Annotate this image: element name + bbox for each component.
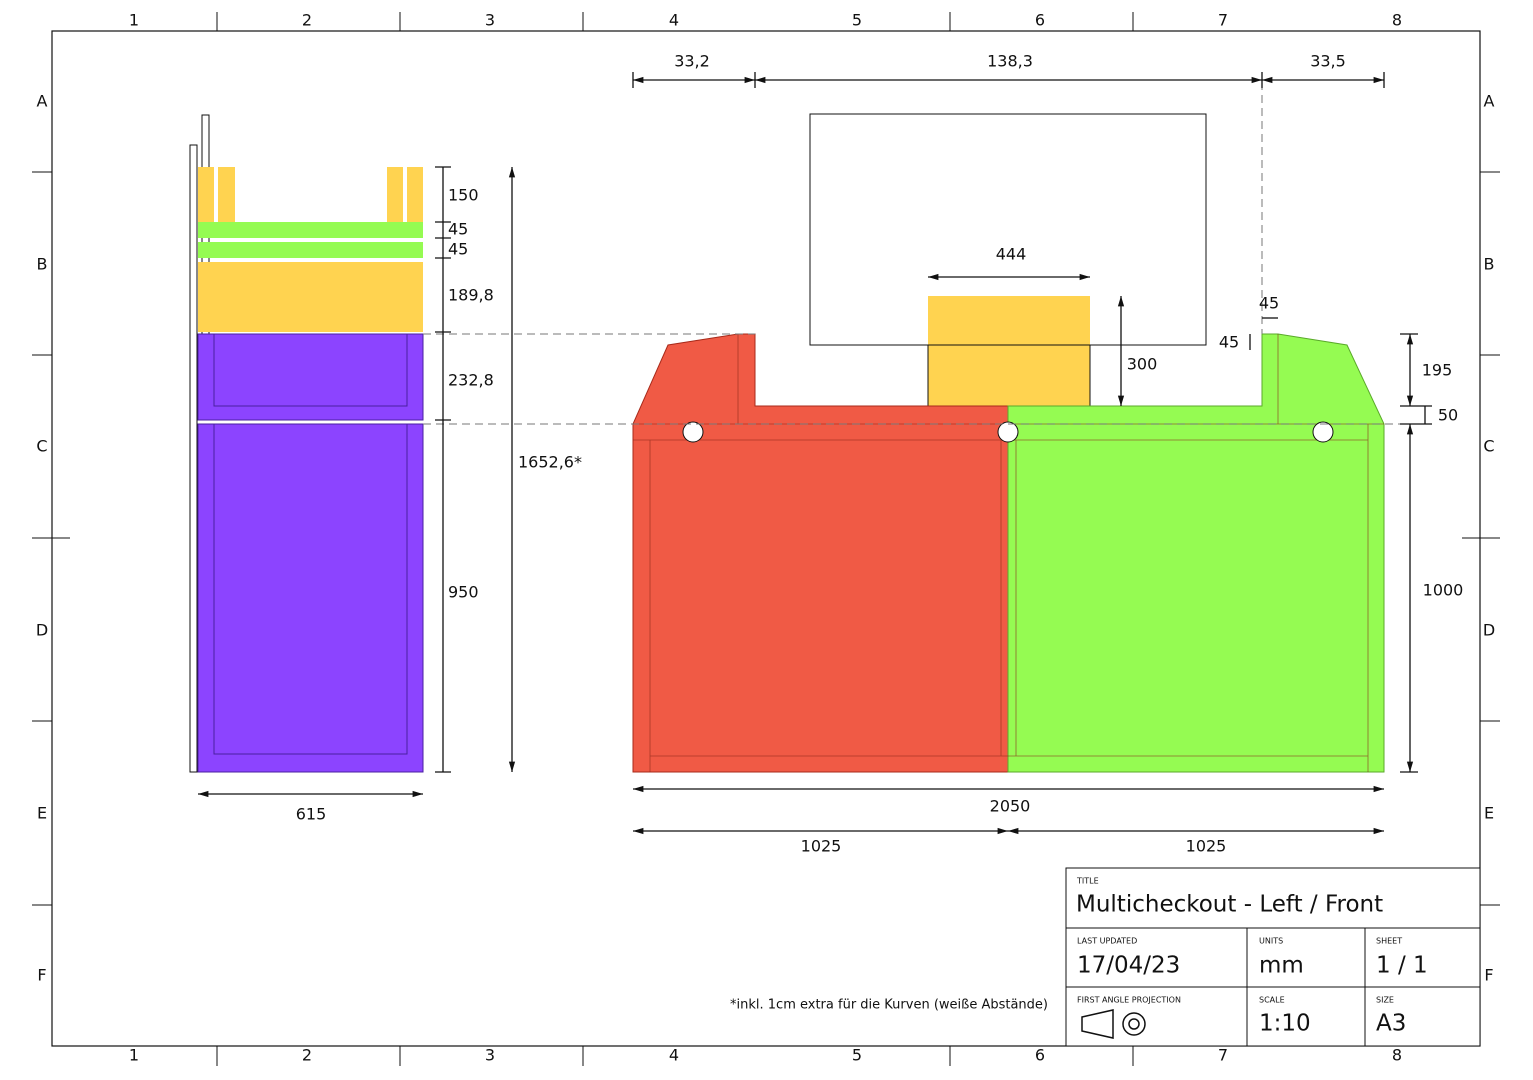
row-label: B — [37, 255, 48, 274]
side-view — [189, 114, 424, 773]
dim-label: 1025 — [801, 837, 842, 856]
box — [927, 344, 1091, 407]
row-label: E — [1484, 804, 1494, 823]
field-value: 17/04/23 — [1077, 953, 1180, 979]
dim-label: 33,2 — [674, 52, 710, 71]
hole — [1312, 421, 1334, 443]
field-label: SCALE — [1259, 996, 1285, 1005]
shelf — [198, 242, 423, 258]
field-label: TITLE — [1076, 877, 1099, 886]
block — [198, 262, 423, 332]
cabinet — [197, 333, 424, 421]
dim-label: 195 — [1422, 361, 1453, 380]
dimension-lines — [198, 72, 1432, 835]
dim-label: 33,5 — [1310, 52, 1346, 71]
dim-label: 138,3 — [987, 52, 1033, 71]
row-label: C — [1483, 437, 1494, 456]
footnote: *inkl. 1cm extra für die Kurven (weiße A… — [730, 998, 1048, 1013]
dim-label: 615 — [296, 805, 327, 824]
projection-icon — [1128, 1018, 1140, 1030]
dim-label: 1000 — [1423, 581, 1464, 600]
column-label: 4 — [669, 11, 679, 30]
dim-label: 444 — [996, 245, 1027, 264]
field-label: UNITS — [1259, 937, 1283, 946]
row-label: A — [1484, 92, 1495, 111]
title-block: TITLE Multicheckout - Left / Front LAST … — [1065, 867, 1481, 1047]
post — [407, 167, 423, 222]
dim-label: 45 — [1219, 333, 1239, 352]
column-label: 5 — [852, 1046, 862, 1065]
cabinet-frame — [213, 423, 408, 755]
dim-label: 45 — [1259, 294, 1279, 313]
title: Multicheckout - Left / Front — [1076, 892, 1383, 918]
dim-chain — [435, 166, 451, 773]
dim-label: 189,8 — [448, 286, 494, 305]
column-label: 4 — [669, 1046, 679, 1065]
cabinet-frame — [213, 333, 408, 407]
field-label: SHEET — [1376, 937, 1402, 946]
cabinet — [197, 423, 424, 773]
field-value: 1:10 — [1259, 1011, 1311, 1037]
left-unit — [632, 333, 1009, 773]
shelf — [198, 222, 423, 238]
field-value: A3 — [1376, 1011, 1406, 1037]
column-label: 8 — [1392, 11, 1402, 30]
row-label: B — [1484, 255, 1495, 274]
field-label: LAST UPDATED — [1077, 937, 1137, 946]
hole — [997, 421, 1019, 443]
panel-strip — [189, 144, 198, 773]
dim-label: 1652,6* — [518, 453, 582, 472]
dimension-labels: 150 45 45 189,8 232,8 950 1652,6* 615 33… — [296, 52, 1464, 1013]
column-label: 2 — [302, 11, 312, 30]
post — [387, 167, 403, 222]
column-label: 8 — [1392, 1046, 1402, 1065]
field-label: SIZE — [1376, 996, 1394, 1005]
dim-label: 45 — [448, 220, 468, 239]
projection-icon — [1122, 1012, 1146, 1036]
dim-label: 2050 — [990, 797, 1031, 816]
post — [218, 167, 235, 222]
column-label: 6 — [1035, 11, 1045, 30]
dim-label: 300 — [1127, 355, 1158, 374]
post — [198, 167, 214, 222]
box — [928, 296, 1090, 345]
dim-label: 45 — [448, 240, 468, 259]
hole — [682, 421, 704, 443]
title-block-frame — [1065, 867, 1481, 1047]
column-label: 7 — [1218, 11, 1228, 30]
dim-label: 150 — [448, 186, 479, 205]
row-label: C — [36, 437, 47, 456]
row-label: E — [37, 804, 47, 823]
row-label: D — [1483, 621, 1495, 640]
row-label: F — [1484, 966, 1493, 985]
row-label: F — [37, 966, 46, 985]
column-label: 1 — [129, 11, 139, 30]
helper-lines — [423, 82, 1400, 425]
dim-label: 50 — [1438, 406, 1458, 425]
right-unit — [1007, 333, 1385, 773]
dim-label: 950 — [448, 583, 479, 602]
dim-label: 1025 — [1186, 837, 1227, 856]
column-label: 7 — [1218, 1046, 1228, 1065]
column-label: 3 — [485, 1046, 495, 1065]
projection-icon — [1081, 1009, 1114, 1039]
row-label: D — [36, 621, 48, 640]
column-label: 2 — [302, 1046, 312, 1065]
dim-label: 232,8 — [448, 371, 494, 390]
column-label: 3 — [485, 11, 495, 30]
field-value: mm — [1259, 953, 1304, 979]
row-label: A — [37, 92, 48, 111]
front-view — [632, 113, 1385, 773]
dim-ticks — [1400, 333, 1432, 773]
title-block-lines — [1066, 927, 1480, 1046]
field-value: 1 / 1 — [1376, 953, 1428, 979]
column-label: 5 — [852, 11, 862, 30]
column-label: 1 — [129, 1046, 139, 1065]
field-label: FIRST ANGLE PROJECTION — [1077, 996, 1181, 1005]
column-label: 6 — [1035, 1046, 1045, 1065]
